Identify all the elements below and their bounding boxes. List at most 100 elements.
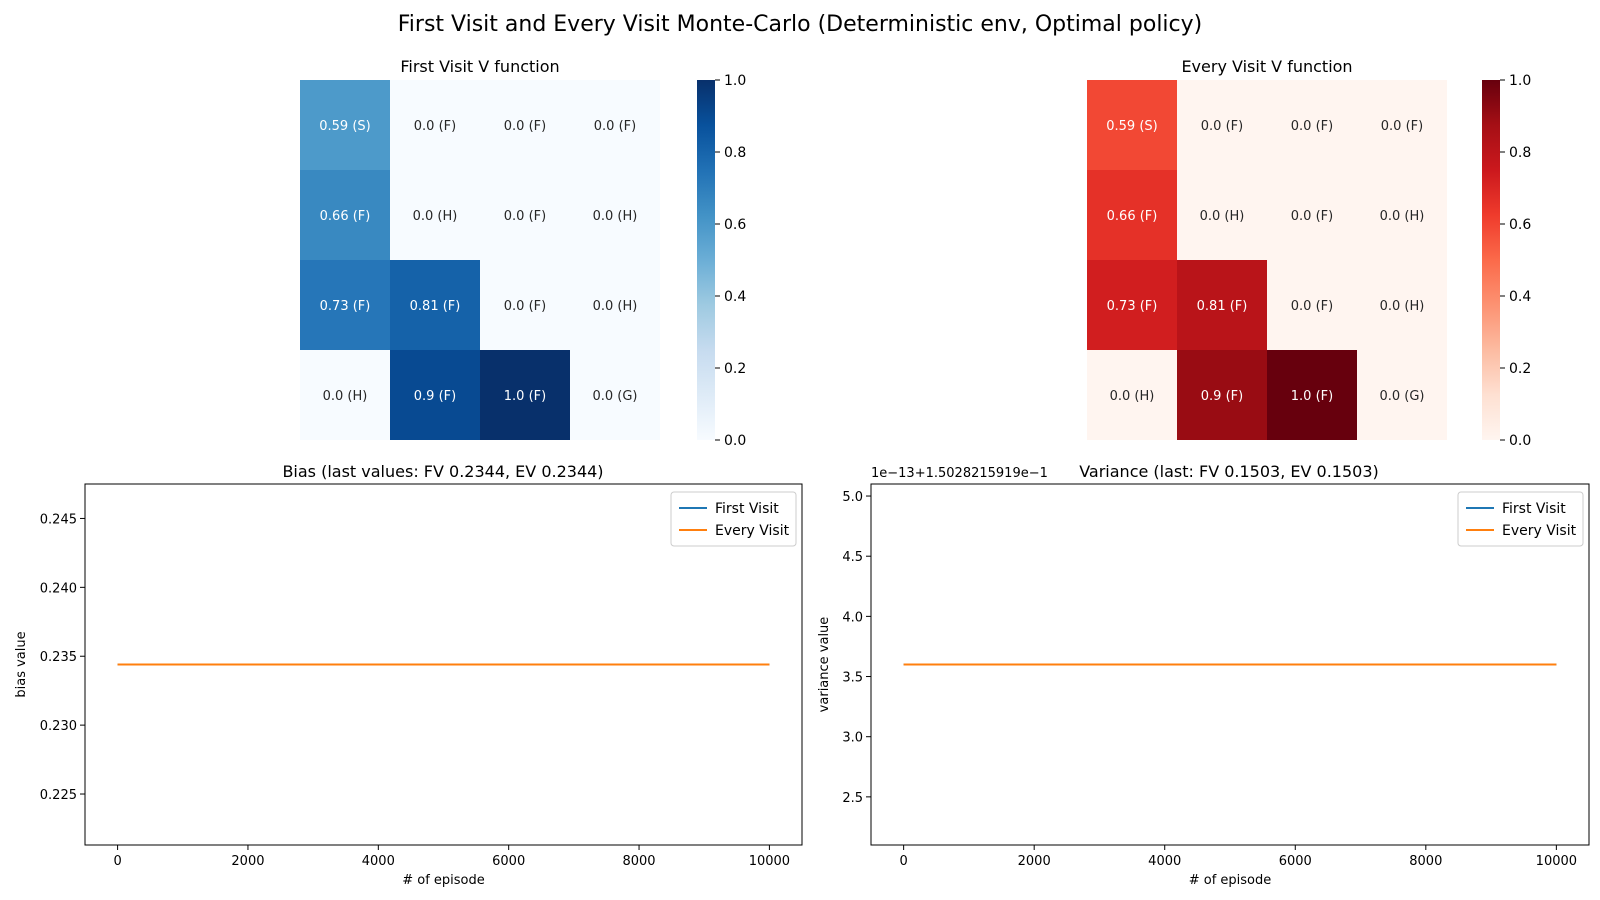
heatmap-cell-label: 0.0 (F): [504, 299, 546, 314]
heatmap-cell: [1177, 260, 1267, 350]
heatmap-cell: [1267, 350, 1357, 440]
heatmap-cell-label: 0.66 (F): [320, 209, 371, 224]
y-axis-label: bias value: [14, 631, 29, 697]
heatmap-cell-label: 0.0 (H): [593, 299, 638, 314]
heatmap-cell-label: 1.0 (F): [504, 389, 546, 404]
y-tick-label: 0.240: [40, 581, 77, 596]
heatmap-cell: [1267, 80, 1357, 170]
colorbar-tick-label: 0.2: [1509, 361, 1531, 377]
x-axis-label: # of episode: [1189, 873, 1272, 888]
heatmap-title: Every Visit V function: [1181, 57, 1352, 76]
colorbar-tick-label: 0.6: [724, 217, 746, 233]
heatmap-cell: [300, 80, 390, 170]
y-tick-label: 0.225: [40, 788, 77, 803]
x-tick-label: 10000: [749, 854, 790, 869]
colorbar-tick-label: 0.4: [724, 289, 746, 305]
heatmap-cell-label: 0.0 (H): [1200, 209, 1245, 224]
heatmap-cell: [1267, 260, 1357, 350]
x-tick-label: 2000: [231, 854, 264, 869]
chart-title: Variance (last: FV 0.1503, EV 0.1503): [1079, 462, 1379, 481]
heatmap-cell-label: 0.0 (H): [1380, 209, 1425, 224]
y-tick-label: 3.5: [842, 671, 863, 686]
heatmap-cell-label: 0.0 (H): [413, 209, 458, 224]
x-tick-label: 8000: [622, 854, 655, 869]
x-tick-label: 2000: [1018, 854, 1051, 869]
heatmap-cell: [480, 80, 570, 170]
heatmap-cell: [570, 350, 660, 440]
colorbar-tick-label: 1.0: [1509, 73, 1531, 89]
heatmap-cell: [390, 350, 480, 440]
heatmap-cell-label: 0.81 (F): [1197, 299, 1248, 314]
x-axis-label: # of episode: [402, 873, 485, 888]
heatmap-cell-label: 0.0 (H): [1110, 389, 1155, 404]
y-tick-label: 4.5: [842, 550, 863, 565]
heatmap-cell: [390, 170, 480, 260]
y-tick-label: 2.5: [842, 791, 863, 806]
heatmap-cell-label: 0.0 (H): [323, 389, 368, 404]
colorbar-tick-label: 1.0: [724, 73, 746, 89]
heatmap-cell: [1087, 350, 1177, 440]
plot-frame: [870, 483, 1590, 846]
heatmap-cell: [570, 80, 660, 170]
legend-label: Every Visit: [1502, 523, 1577, 539]
heatmap-cell: [570, 170, 660, 260]
heatmap-cell-label: 0.0 (F): [1291, 299, 1333, 314]
y-offset-text: 1e−13+1.5028215919e−1: [871, 466, 1048, 481]
x-tick-label: 6000: [492, 854, 525, 869]
heatmap-cell-label: 0.0 (F): [594, 119, 636, 134]
heatmap-cell-label: 0.0 (F): [1291, 119, 1333, 134]
heatmap-cell-label: 0.59 (S): [1106, 119, 1157, 134]
heatmap-cell-label: 0.73 (F): [1107, 299, 1158, 314]
heatmap-cell: [1087, 260, 1177, 350]
heatmap-cell: [1357, 80, 1447, 170]
legend-box: [670, 491, 797, 547]
heatmap-cell-label: 0.9 (F): [414, 389, 456, 404]
heatmap-cell-label: 0.0 (F): [414, 119, 456, 134]
heatmap-cell: [480, 170, 570, 260]
colorbar-tick-label: 0.8: [1509, 145, 1531, 161]
legend-label: First Visit: [1502, 501, 1566, 517]
heatmap-cell: [570, 260, 660, 350]
y-tick-label: 5.0: [842, 490, 863, 505]
colorbar-tick-label: 0.0: [1509, 433, 1531, 449]
heatmap-cell-label: 0.66 (F): [1107, 209, 1158, 224]
heatmap-cell: [390, 260, 480, 350]
legend-box: [1457, 491, 1584, 547]
y-tick-label: 0.245: [40, 512, 77, 527]
heatmap-cell: [390, 80, 480, 170]
heatmap-cell-label: 0.0 (F): [1381, 119, 1423, 134]
colorbar-tick-label: 0.4: [1509, 289, 1531, 305]
heatmap-cell: [300, 260, 390, 350]
heatmap-cell-label: 0.0 (F): [1201, 119, 1243, 134]
heatmap-cell-label: 0.0 (H): [1380, 299, 1425, 314]
x-tick-label: 8000: [1409, 854, 1442, 869]
colorbar-tick-label: 0.8: [724, 145, 746, 161]
x-tick-label: 0: [899, 854, 907, 869]
y-tick-label: 0.235: [40, 650, 77, 665]
heatmap-cell-label: 0.0 (G): [592, 389, 637, 404]
figure-title: First Visit and Every Visit Monte-Carlo …: [397, 12, 1203, 37]
y-axis-label: variance value: [817, 617, 832, 713]
plot-frame: [84, 483, 803, 846]
heatmap-title: First Visit V function: [400, 57, 559, 76]
heatmap-cell: [1267, 170, 1357, 260]
heatmap-cell: [1357, 170, 1447, 260]
colorbar-tick-label: 0.6: [1509, 217, 1531, 233]
colorbar-tick-label: 0.0: [724, 433, 746, 449]
colorbar: [697, 80, 715, 440]
heatmap-cell-label: 0.0 (H): [593, 209, 638, 224]
y-tick-label: 3.0: [842, 731, 863, 746]
heatmap-cell: [1357, 350, 1447, 440]
heatmap-cell: [1177, 170, 1267, 260]
x-tick-label: 0: [113, 854, 121, 869]
heatmap-cell-label: 0.9 (F): [1201, 389, 1243, 404]
heatmap-cell-label: 0.73 (F): [320, 299, 371, 314]
x-tick-label: 6000: [1279, 854, 1312, 869]
heatmap-cell: [480, 350, 570, 440]
heatmap-cell: [1087, 170, 1177, 260]
colorbar: [1482, 80, 1500, 440]
x-tick-label: 10000: [1536, 854, 1577, 869]
heatmap-cell: [1177, 80, 1267, 170]
heatmap-cell: [1087, 80, 1177, 170]
